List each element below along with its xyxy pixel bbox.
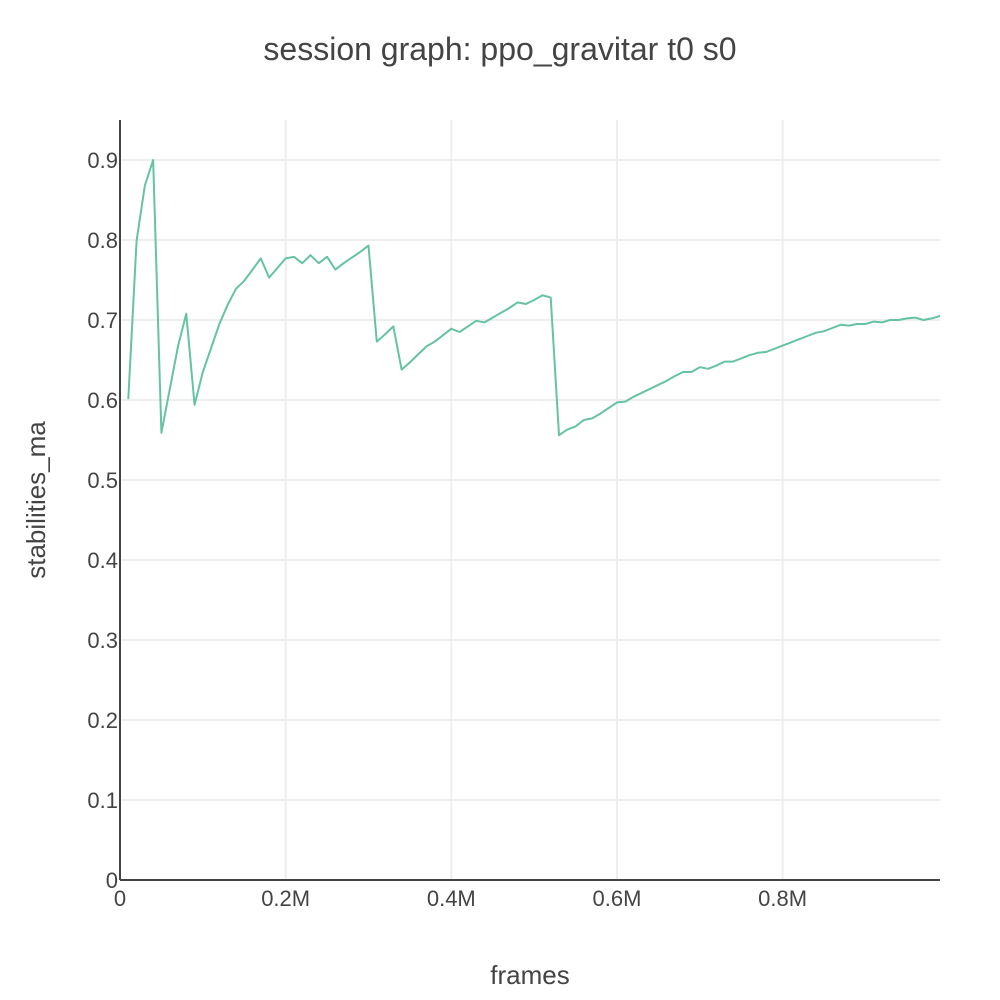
x-tick-label: 0.6M [593, 886, 642, 911]
chart-title: session graph: ppo_gravitar t0 s0 [263, 31, 736, 67]
axes-layer [119, 120, 940, 881]
y-tick-label: 0.3 [87, 628, 118, 653]
y-tick-label: 0.6 [87, 388, 118, 413]
x-tick-label: 0.8M [758, 886, 807, 911]
y-tick-label: 0.2 [87, 708, 118, 733]
y-tick-label: 0.5 [87, 468, 118, 493]
x-tick-label: 0 [114, 886, 126, 911]
y-tick-label: 0.9 [87, 148, 118, 173]
y-tick-label: 0.7 [87, 308, 118, 333]
y-tick-label: 0.1 [87, 788, 118, 813]
x-tick-label: 0.2M [261, 886, 310, 911]
series-line-0 [127, 159, 941, 437]
x-tick-label: 0.4M [427, 886, 476, 911]
y-axis-label: stabilities_ma [21, 421, 51, 579]
y-tick-label: 0.4 [87, 548, 118, 573]
grid-layer [120, 120, 940, 880]
y-tick-label: 0 [106, 868, 118, 893]
tick-layer: 0 0.2M 0.4M 0.6M 0.8M 0 0.1 0.2 0.3 0.4 0.5 0.6 0.7 0… [87, 148, 807, 911]
series-layer [127, 159, 941, 437]
y-tick-label: 0.8 [87, 228, 118, 253]
x-axis-label: frames [490, 960, 569, 990]
